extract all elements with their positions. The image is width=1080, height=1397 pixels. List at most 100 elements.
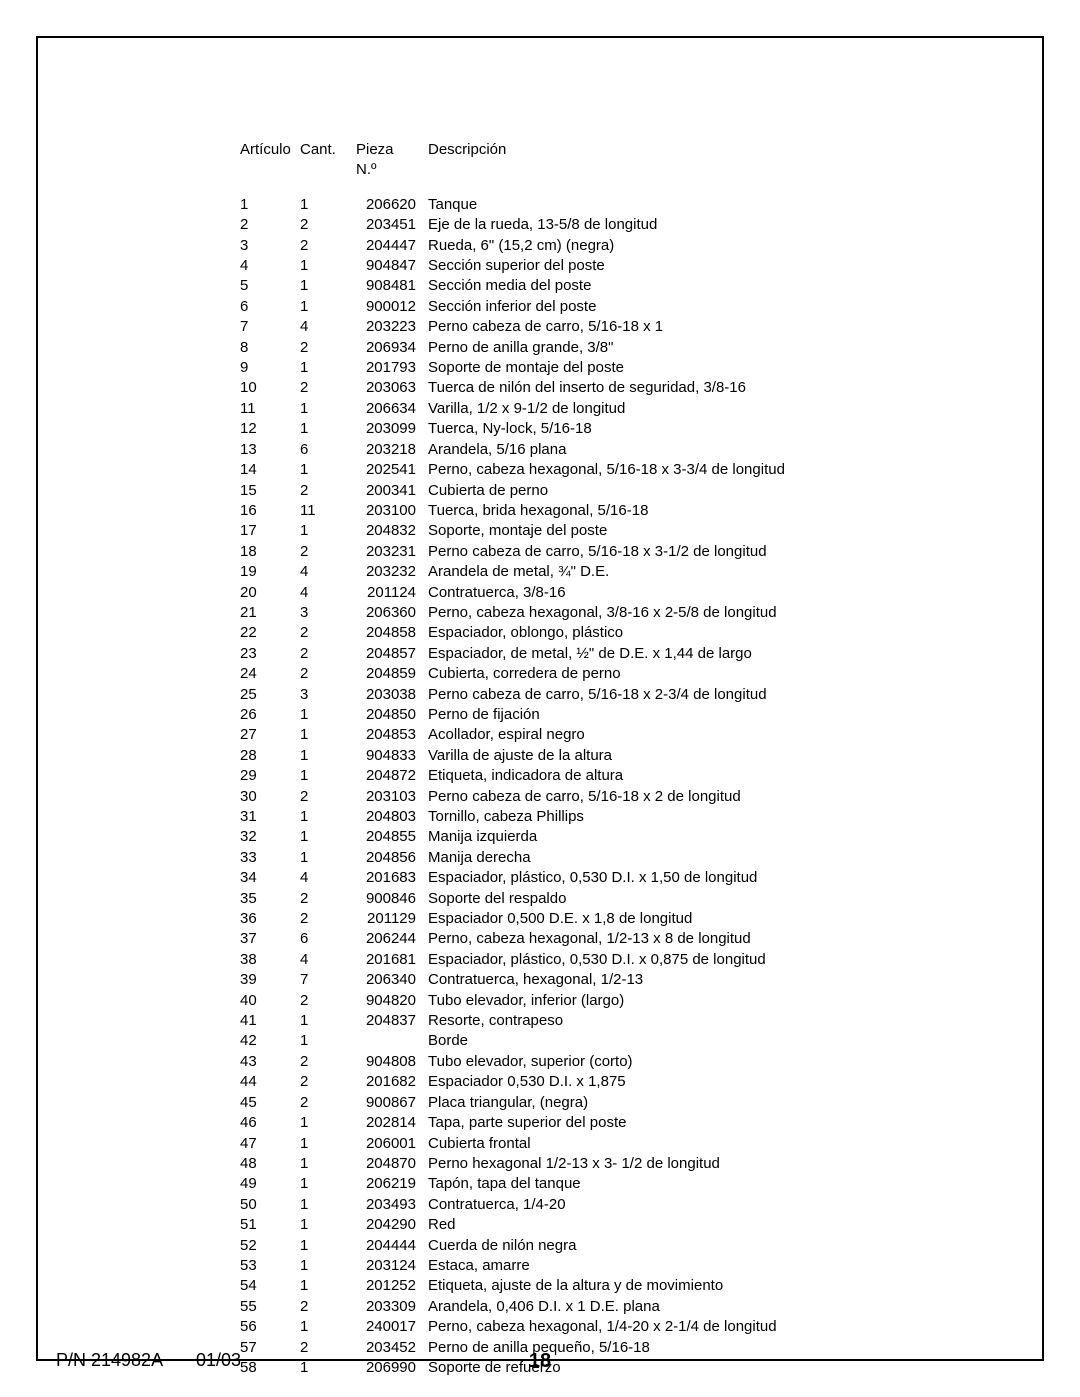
cell-cant: 2: [300, 909, 356, 929]
cell-articulo: 49: [240, 1174, 300, 1194]
cell-descripcion: Etiqueta, indicadora de altura: [428, 766, 785, 786]
cell-descripcion: Espaciador, oblongo, plástico: [428, 623, 785, 643]
cell-articulo: 38: [240, 950, 300, 970]
cell-descripcion: Perno, cabeza hexagonal, 5/16-18 x 3-3/4…: [428, 460, 785, 480]
cell-articulo: 19: [240, 562, 300, 582]
cell-descripcion: Perno cabeza de carro, 5/16-18 x 1: [428, 317, 785, 337]
cell-pieza: 904833: [356, 746, 428, 766]
table-row: 481204870Perno hexagonal 1/2-13 x 3- 1/2…: [240, 1154, 785, 1174]
cell-descripcion: Perno de anilla grande, 3/8": [428, 338, 785, 358]
cell-cant: 2: [300, 787, 356, 807]
cell-pieza: 201252: [356, 1276, 428, 1296]
table-row: 222204858Espaciador, oblongo, plástico: [240, 623, 785, 643]
cell-pieza: 204803: [356, 807, 428, 827]
cell-cant: 4: [300, 868, 356, 888]
parts-table: Artículo Cant. Pieza N.º Descripción 112…: [240, 140, 785, 1378]
cell-cant: 2: [300, 338, 356, 358]
cell-cant: 2: [300, 623, 356, 643]
cell-cant: 1: [300, 297, 356, 317]
cell-descripcion: Contratuerca, 3/8-16: [428, 583, 785, 603]
table-row: 32204447Rueda, 6" (15,2 cm) (negra): [240, 236, 785, 256]
cell-articulo: 7: [240, 317, 300, 337]
cell-cant: 4: [300, 950, 356, 970]
table-row: 521204444Cuerda de nilón negra: [240, 1236, 785, 1256]
cell-pieza: 204855: [356, 827, 428, 847]
cell-descripcion: Perno cabeza de carro, 5/16-18 x 2-3/4 d…: [428, 685, 785, 705]
cell-descripcion: Espaciador 0,530 D.I. x 1,875: [428, 1072, 785, 1092]
cell-descripcion: Varilla, 1/2 x 9-1/2 de longitud: [428, 399, 785, 419]
cell-pieza: 900846: [356, 889, 428, 909]
cell-articulo: 55: [240, 1297, 300, 1317]
footer-date: 01/03: [196, 1350, 241, 1371]
table-row: 22203451Eje de la rueda, 13-5/8 de longi…: [240, 215, 785, 235]
cell-pieza: 204837: [356, 1011, 428, 1031]
cell-descripcion: Cubierta de perno: [428, 481, 785, 501]
cell-descripcion: Espaciador, plástico, 0,530 D.I. x 0,875…: [428, 950, 785, 970]
cell-pieza: 204872: [356, 766, 428, 786]
table-row: 432904808Tubo elevador, superior (corto): [240, 1052, 785, 1072]
table-row: 261204850Perno de fijación: [240, 705, 785, 725]
page-footer: P/N 214982A 01/03 18: [56, 1350, 1024, 1371]
cell-articulo: 43: [240, 1052, 300, 1072]
cell-articulo: 18: [240, 542, 300, 562]
cell-descripcion: Perno, cabeza hexagonal, 1/2-13 x 8 de l…: [428, 929, 785, 949]
cell-pieza: 203100: [356, 501, 428, 521]
cell-cant: 4: [300, 562, 356, 582]
table-row: 102203063Tuerca de nilón del inserto de …: [240, 378, 785, 398]
cell-articulo: 20: [240, 583, 300, 603]
cell-descripcion: Perno, cabeza hexagonal, 1/4-20 x 2-1/4 …: [428, 1317, 785, 1337]
cell-articulo: 42: [240, 1031, 300, 1051]
cell-cant: 6: [300, 440, 356, 460]
cell-articulo: 2: [240, 215, 300, 235]
cell-cant: 1: [300, 419, 356, 439]
cell-pieza: 201681: [356, 950, 428, 970]
cell-descripcion: Perno de fijación: [428, 705, 785, 725]
cell-cant: 4: [300, 317, 356, 337]
cell-descripcion: Espaciador, plástico, 0,530 D.I. x 1,50 …: [428, 868, 785, 888]
cell-pieza: [356, 1031, 428, 1051]
cell-descripcion: Perno hexagonal 1/2-13 x 3- 1/2 de longi…: [428, 1154, 785, 1174]
cell-cant: 2: [300, 1052, 356, 1072]
cell-pieza: 204858: [356, 623, 428, 643]
cell-articulo: 47: [240, 1134, 300, 1154]
cell-descripcion: Arandela de metal, ¾" D.E.: [428, 562, 785, 582]
cell-cant: 1: [300, 1113, 356, 1133]
cell-descripcion: Espaciador 0,500 D.E. x 1,8 de longitud: [428, 909, 785, 929]
cell-cant: 1: [300, 1256, 356, 1276]
cell-descripcion: Etiqueta, ajuste de la altura y de movim…: [428, 1276, 785, 1296]
table-row: 491206219Tapón, tapa del tanque: [240, 1174, 785, 1194]
cell-pieza: 904808: [356, 1052, 428, 1072]
cell-pieza: 203218: [356, 440, 428, 460]
cell-articulo: 31: [240, 807, 300, 827]
cell-pieza: 203038: [356, 685, 428, 705]
cell-descripcion: Tuerca de nilón del inserto de seguridad…: [428, 378, 785, 398]
cell-cant: 1: [300, 460, 356, 480]
table-row: 362201129Espaciador 0,500 D.E. x 1,8 de …: [240, 909, 785, 929]
cell-pieza: 204447: [356, 236, 428, 256]
cell-descripcion: Cubierta, corredera de perno: [428, 664, 785, 684]
table-row: 541201252Etiqueta, ajuste de la altura y…: [240, 1276, 785, 1296]
cell-cant: 1: [300, 827, 356, 847]
cell-articulo: 56: [240, 1317, 300, 1337]
cell-pieza: 206219: [356, 1174, 428, 1194]
cell-cant: 1: [300, 705, 356, 725]
cell-pieza: 204857: [356, 644, 428, 664]
table-row: 384201681Espaciador, plástico, 0,530 D.I…: [240, 950, 785, 970]
table-row: 152200341Cubierta de perno: [240, 481, 785, 501]
cell-articulo: 46: [240, 1113, 300, 1133]
cell-descripcion: Red: [428, 1215, 785, 1235]
cell-articulo: 10: [240, 378, 300, 398]
cell-articulo: 13: [240, 440, 300, 460]
cell-descripcion: Perno, cabeza hexagonal, 3/8-16 x 2-5/8 …: [428, 603, 785, 623]
table-row: 111206634Varilla, 1/2 x 9-1/2 de longitu…: [240, 399, 785, 419]
cell-articulo: 48: [240, 1154, 300, 1174]
cell-cant: 2: [300, 236, 356, 256]
cell-articulo: 30: [240, 787, 300, 807]
cell-descripcion: Tubo elevador, inferior (largo): [428, 991, 785, 1011]
cell-descripcion: Acollador, espiral negro: [428, 725, 785, 745]
parts-table-wrap: Artículo Cant. Pieza N.º Descripción 112…: [240, 140, 785, 1378]
cell-descripcion: Soporte del respaldo: [428, 889, 785, 909]
cell-cant: 1: [300, 746, 356, 766]
cell-descripcion: Tornillo, cabeza Phillips: [428, 807, 785, 827]
cell-articulo: 16: [240, 501, 300, 521]
